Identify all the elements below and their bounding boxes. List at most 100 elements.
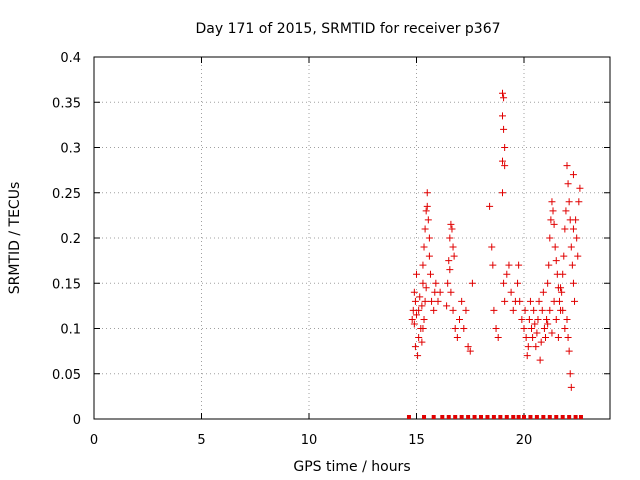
data-point xyxy=(446,266,454,274)
x-tick-label: 20 xyxy=(516,433,533,448)
zero-point xyxy=(485,415,490,419)
zero-point xyxy=(498,415,503,419)
data-point xyxy=(507,288,515,296)
data-point xyxy=(443,302,451,310)
data-point xyxy=(526,297,534,305)
data-point xyxy=(486,202,494,210)
data-point xyxy=(464,343,472,351)
data-point xyxy=(544,279,552,287)
y-tick-label: 0.3 xyxy=(60,142,81,157)
data-point xyxy=(432,279,440,287)
x-tick-label: 10 xyxy=(301,433,318,448)
data-point xyxy=(436,288,444,296)
data-point xyxy=(489,261,497,269)
x-tick-label: 15 xyxy=(408,433,425,448)
data-point xyxy=(567,383,575,391)
data-point xyxy=(492,325,500,332)
data-point xyxy=(450,252,458,260)
data-point xyxy=(416,293,424,301)
data-point xyxy=(434,297,442,305)
data-point xyxy=(499,89,506,97)
data-point xyxy=(528,325,536,332)
y-tick-label: 0.05 xyxy=(52,368,81,383)
data-point xyxy=(529,334,537,342)
x-axis-label: GPS time / hours xyxy=(293,459,410,475)
zero-point xyxy=(516,415,521,419)
data-point xyxy=(413,311,420,319)
data-point xyxy=(532,343,540,351)
data-point xyxy=(449,306,457,314)
zero-point xyxy=(511,415,516,419)
zero-point xyxy=(472,415,477,419)
data-point xyxy=(568,261,576,269)
data-point xyxy=(536,356,544,364)
data-point xyxy=(414,352,422,360)
data-point xyxy=(408,315,416,323)
data-point xyxy=(539,288,547,296)
data-point xyxy=(534,315,542,323)
data-point xyxy=(552,315,560,323)
zero-point xyxy=(578,415,583,419)
y-tick-label: 0 xyxy=(73,413,81,428)
zero-point xyxy=(541,415,546,419)
data-point xyxy=(460,325,468,332)
zero-point xyxy=(440,415,445,419)
data-point xyxy=(466,347,474,355)
data-point xyxy=(428,297,436,305)
data-point xyxy=(418,338,426,346)
data-point xyxy=(425,234,433,242)
data-point xyxy=(424,216,432,224)
data-point xyxy=(546,306,554,314)
data-point xyxy=(499,157,506,165)
data-point xyxy=(576,184,584,192)
data-point xyxy=(422,284,430,292)
plot-frame xyxy=(93,56,611,420)
data-point xyxy=(554,334,562,342)
data-point xyxy=(445,257,453,265)
data-point xyxy=(500,94,508,102)
data-point xyxy=(563,162,571,170)
data-point xyxy=(546,234,554,242)
data-point xyxy=(525,315,533,323)
data-point xyxy=(494,334,502,342)
data-point xyxy=(415,334,423,342)
data-points xyxy=(406,89,584,419)
data-point xyxy=(430,306,438,314)
data-point xyxy=(574,252,582,260)
data-point xyxy=(499,189,506,197)
chart-title: Day 171 of 2015, SRMTID for receiver p36… xyxy=(195,21,500,37)
data-point xyxy=(415,306,423,314)
zero-point xyxy=(446,415,451,419)
data-point xyxy=(449,243,457,251)
data-point xyxy=(540,325,548,332)
data-point xyxy=(523,352,531,360)
data-point xyxy=(538,306,546,314)
x-tick-label: 0 xyxy=(90,433,98,448)
data-point xyxy=(503,270,511,278)
data-point xyxy=(561,225,569,233)
data-point xyxy=(543,315,551,323)
data-point xyxy=(456,315,463,323)
data-point xyxy=(411,297,419,305)
data-point xyxy=(500,279,508,287)
data-point xyxy=(551,243,559,251)
data-point xyxy=(446,234,454,242)
y-tick-label: 0.2 xyxy=(60,232,81,247)
data-point xyxy=(516,297,524,305)
data-point xyxy=(413,270,420,278)
data-point xyxy=(573,234,581,242)
data-point xyxy=(561,325,569,332)
data-point xyxy=(418,302,426,310)
zero-point xyxy=(422,415,427,419)
zero-point xyxy=(534,415,539,419)
y-tick-label: 0.25 xyxy=(52,187,81,202)
data-point xyxy=(444,279,452,287)
data-point xyxy=(488,243,496,251)
data-point xyxy=(565,347,573,355)
data-point xyxy=(542,334,549,342)
data-point xyxy=(425,252,433,260)
data-point xyxy=(559,270,567,278)
data-point xyxy=(548,329,556,337)
data-point xyxy=(426,270,434,278)
